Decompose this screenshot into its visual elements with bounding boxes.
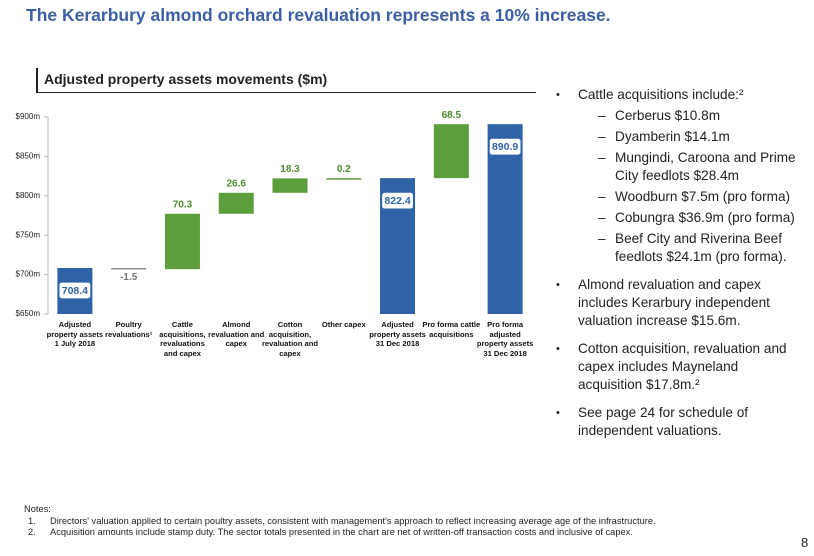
sub-bullet: Beef City and Riverina Beef feedlots $24… [578,230,806,266]
bar [326,178,362,180]
data-label: 890.9 [492,141,518,153]
note-number: 2. [28,527,36,537]
chart: $650m $700m $750m $800m $850m $900m 708.4 -1.5 7… [16,110,523,318]
data-label: 70.3 [173,199,193,210]
chart-title: Adjusted property assets movements ($m) [44,71,328,87]
x-tick-label: Adjusted property assets 1 July 2018 [46,320,104,348]
sub-bullet: Cobungra $36.9m (pro forma) [578,209,806,227]
bullet-text: Almond revaluation and capex includes Ke… [578,277,770,328]
notes-heading: Notes: [24,504,51,514]
data-label: 822.4 [384,195,410,207]
bullet: Cattle acquisitions include:² Cerberus $1… [556,86,806,266]
y-tick-label: $650m [16,309,41,318]
bar [111,267,147,270]
data-label: 26.6 [226,178,246,189]
data-label: 708.4 [62,285,88,297]
bullet-text: See page 24 for schedule of independent … [578,405,749,438]
x-tick-label: Other capex [321,320,366,329]
page-number: 8 [801,535,809,550]
note: 2. Acquisition amounts include stamp duty… [24,527,656,539]
x-tick-label: Cotton acquisition, revaluation and cape… [261,320,319,358]
heading-rule [36,92,536,93]
data-label: 68.5 [442,110,462,121]
label-box [380,191,415,210]
bullet-text: Cotton acquisition, revaluation and cape… [578,341,787,392]
heading-bar [36,68,38,92]
sub-bullet: Woodburn $7.5m (pro forma) [578,188,806,206]
x-tick-label: Almond revaluation and capex [208,320,265,348]
label-box [58,281,92,300]
x-tick-label: Pro forma adjusted property assets 31 De… [476,320,534,358]
x-tick-label: Pro forma cattle acquisitions [422,320,481,339]
bar [164,213,200,270]
bullet-list: Cattle acquisitions include:² Cerberus $1… [556,86,806,450]
y-tick-label: $900m [16,112,41,121]
note-text: Directors' valuation applied to certain … [50,515,656,526]
y-tick-label: $850m [16,152,41,161]
sub-bullet: Cerberus $10.8m [578,107,806,125]
sub-bullet: Dyamberin $14.1m [578,128,806,146]
x-tick-label: Adjusted property assets 31 Dec 2018 [369,320,426,348]
bar [433,124,469,179]
sub-bullet: Mungindi, Caroona and Prime City feedlot… [578,149,806,185]
data-label: 0.2 [337,164,351,175]
bar [272,178,308,193]
label-box [488,137,522,156]
bar [218,192,254,214]
note: 1. Directors' valuation applied to certai… [24,516,656,528]
bullet: Almond revaluation and capex includes Ke… [556,276,806,330]
bar [487,124,523,314]
data-label: -1.5 [120,272,138,283]
notes: Notes: 1. Directors' valuation applied to… [24,504,656,539]
note-text: Acquisition amounts include stamp duty. … [50,527,633,537]
y-tick-label: $750m [16,230,41,239]
bullet-text: Cattle acquisitions include:² [578,87,744,102]
data-label: 18.3 [280,164,300,175]
bullet: See page 24 for schedule of independent … [556,404,806,440]
x-tick-label: Cattle acquisitions, revaluations and ca… [159,320,206,358]
note-number: 1. [28,515,36,526]
y-tick-label: $700m [16,270,41,279]
slide-title: The Kerarbury almond orchard revaluation… [26,5,611,25]
y-tick-label: $800m [16,191,41,200]
bullet: Cotton acquisition, revaluation and cape… [556,340,806,394]
x-tick-label: Poultry revaluations¹ [105,320,153,339]
